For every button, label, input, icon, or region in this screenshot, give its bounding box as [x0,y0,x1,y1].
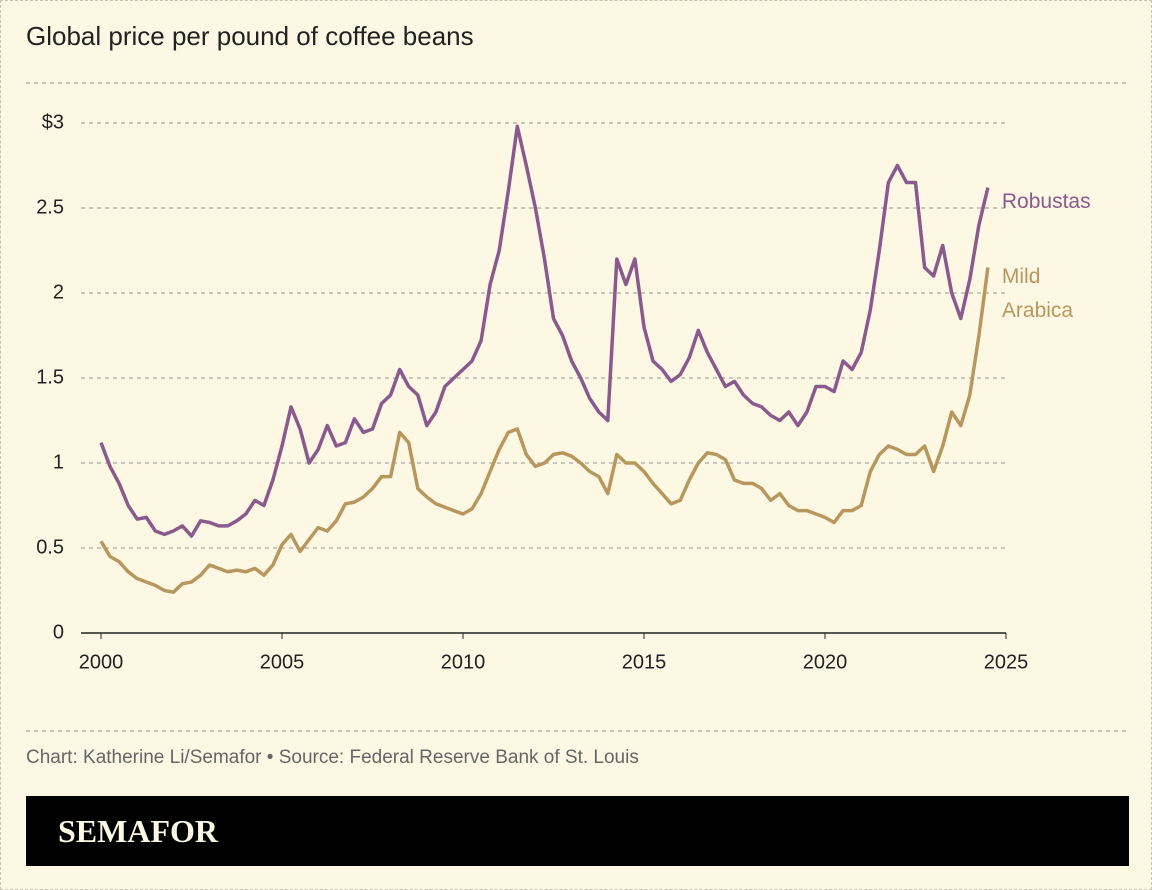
y-tick-label: 2 [53,281,64,303]
y-tick-label: 2.5 [36,196,64,218]
chart: 0 0.5 1 1.5 2 2.5 $3 2000 2005 2010 2015 2020 2025 [26,82,1128,732]
series-label: Mild Arabica [1001,264,1074,322]
x-tick-label: 2010 [441,651,486,673]
source-note: Chart: Katherine Li/Semafor • Source: Fe… [26,747,639,768]
x-tick-label: 2000 [79,651,124,673]
y-tick-label: 1 [53,451,64,473]
y-tick-label: 0.5 [36,536,64,558]
x-tick-label: 2025 [984,651,1029,673]
y-tick-label: 0 [53,621,64,643]
x-tick-label: 2020 [803,651,848,673]
series-line [99,124,990,538]
brand-bar: SEMAFOR [26,796,1129,866]
y-tick-label: 1.5 [36,366,64,388]
y-tick-label: $3 [42,111,64,133]
x-tick-label: 2005 [260,651,305,673]
series-line [99,267,990,594]
brand-logo: SEMAFOR [58,813,218,849]
chart-title: Global price per pound of coffee beans [26,21,474,51]
series-label: Robustas [1001,189,1091,213]
x-tick-label: 2015 [622,651,667,673]
